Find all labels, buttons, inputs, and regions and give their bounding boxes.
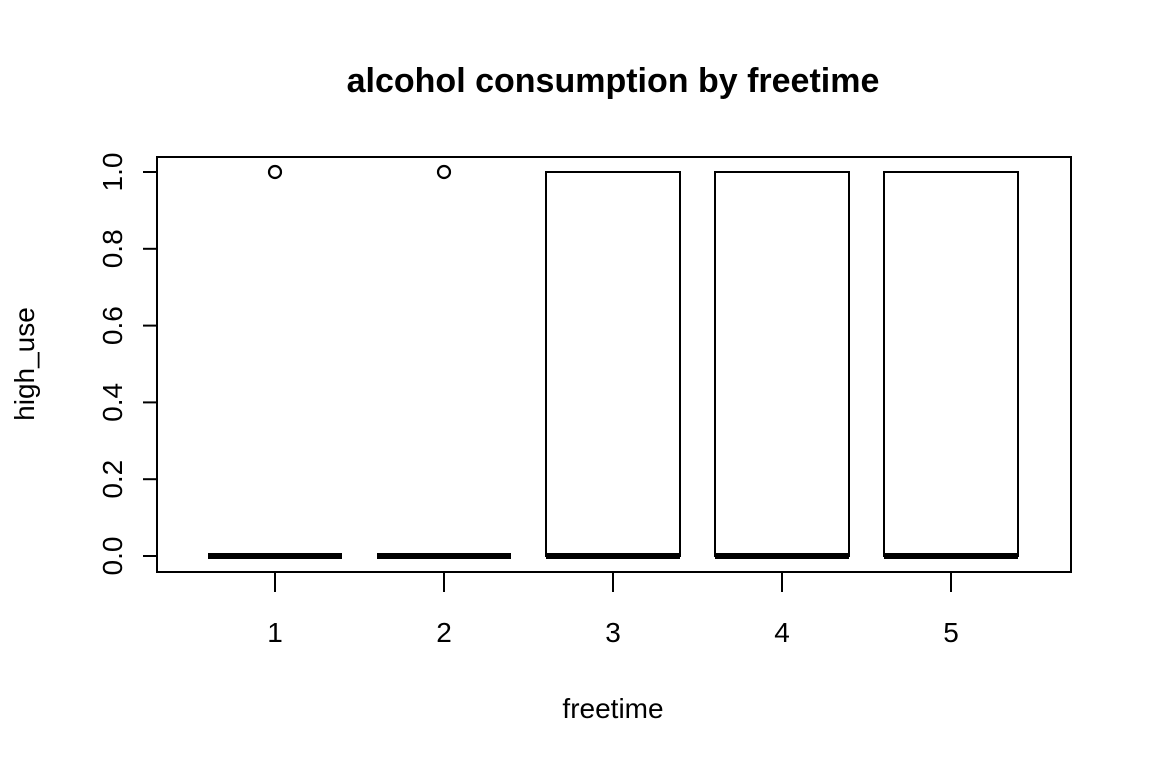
x-tick-label: 5: [943, 617, 959, 648]
box-category-4: [714, 171, 850, 559]
y-tick-label: 0.2: [97, 460, 128, 499]
y-tick-label: 0.8: [97, 229, 128, 268]
outlier-point: [267, 164, 283, 180]
x-axis-label: freetime: [562, 693, 663, 724]
box-iqr: [714, 171, 850, 557]
box-category-3: [545, 171, 681, 559]
chart-title: alcohol consumption by freetime: [347, 62, 880, 100]
x-tick-label: 2: [436, 617, 452, 648]
outlier-point: [436, 164, 452, 180]
box-category-5: [883, 171, 1019, 559]
y-axis: 0.0 0.2 0.4 0.6 0.8 1.0: [97, 153, 157, 576]
y-axis-label: high_use: [9, 307, 40, 421]
y-tick-label: 1.0: [97, 153, 128, 192]
boxes-group: [208, 164, 1019, 559]
box-iqr: [545, 171, 681, 557]
x-axis: 1 2 3 4 5: [267, 572, 959, 648]
y-tick-label: 0.0: [97, 537, 128, 576]
x-tick-label: 4: [774, 617, 790, 648]
x-tick-label: 3: [605, 617, 621, 648]
y-tick-label: 0.4: [97, 383, 128, 422]
box-iqr: [883, 171, 1019, 557]
x-tick-label: 1: [267, 617, 283, 648]
y-tick-label: 0.6: [97, 306, 128, 345]
box-category-2: [377, 164, 511, 559]
box-category-1: [208, 164, 342, 559]
